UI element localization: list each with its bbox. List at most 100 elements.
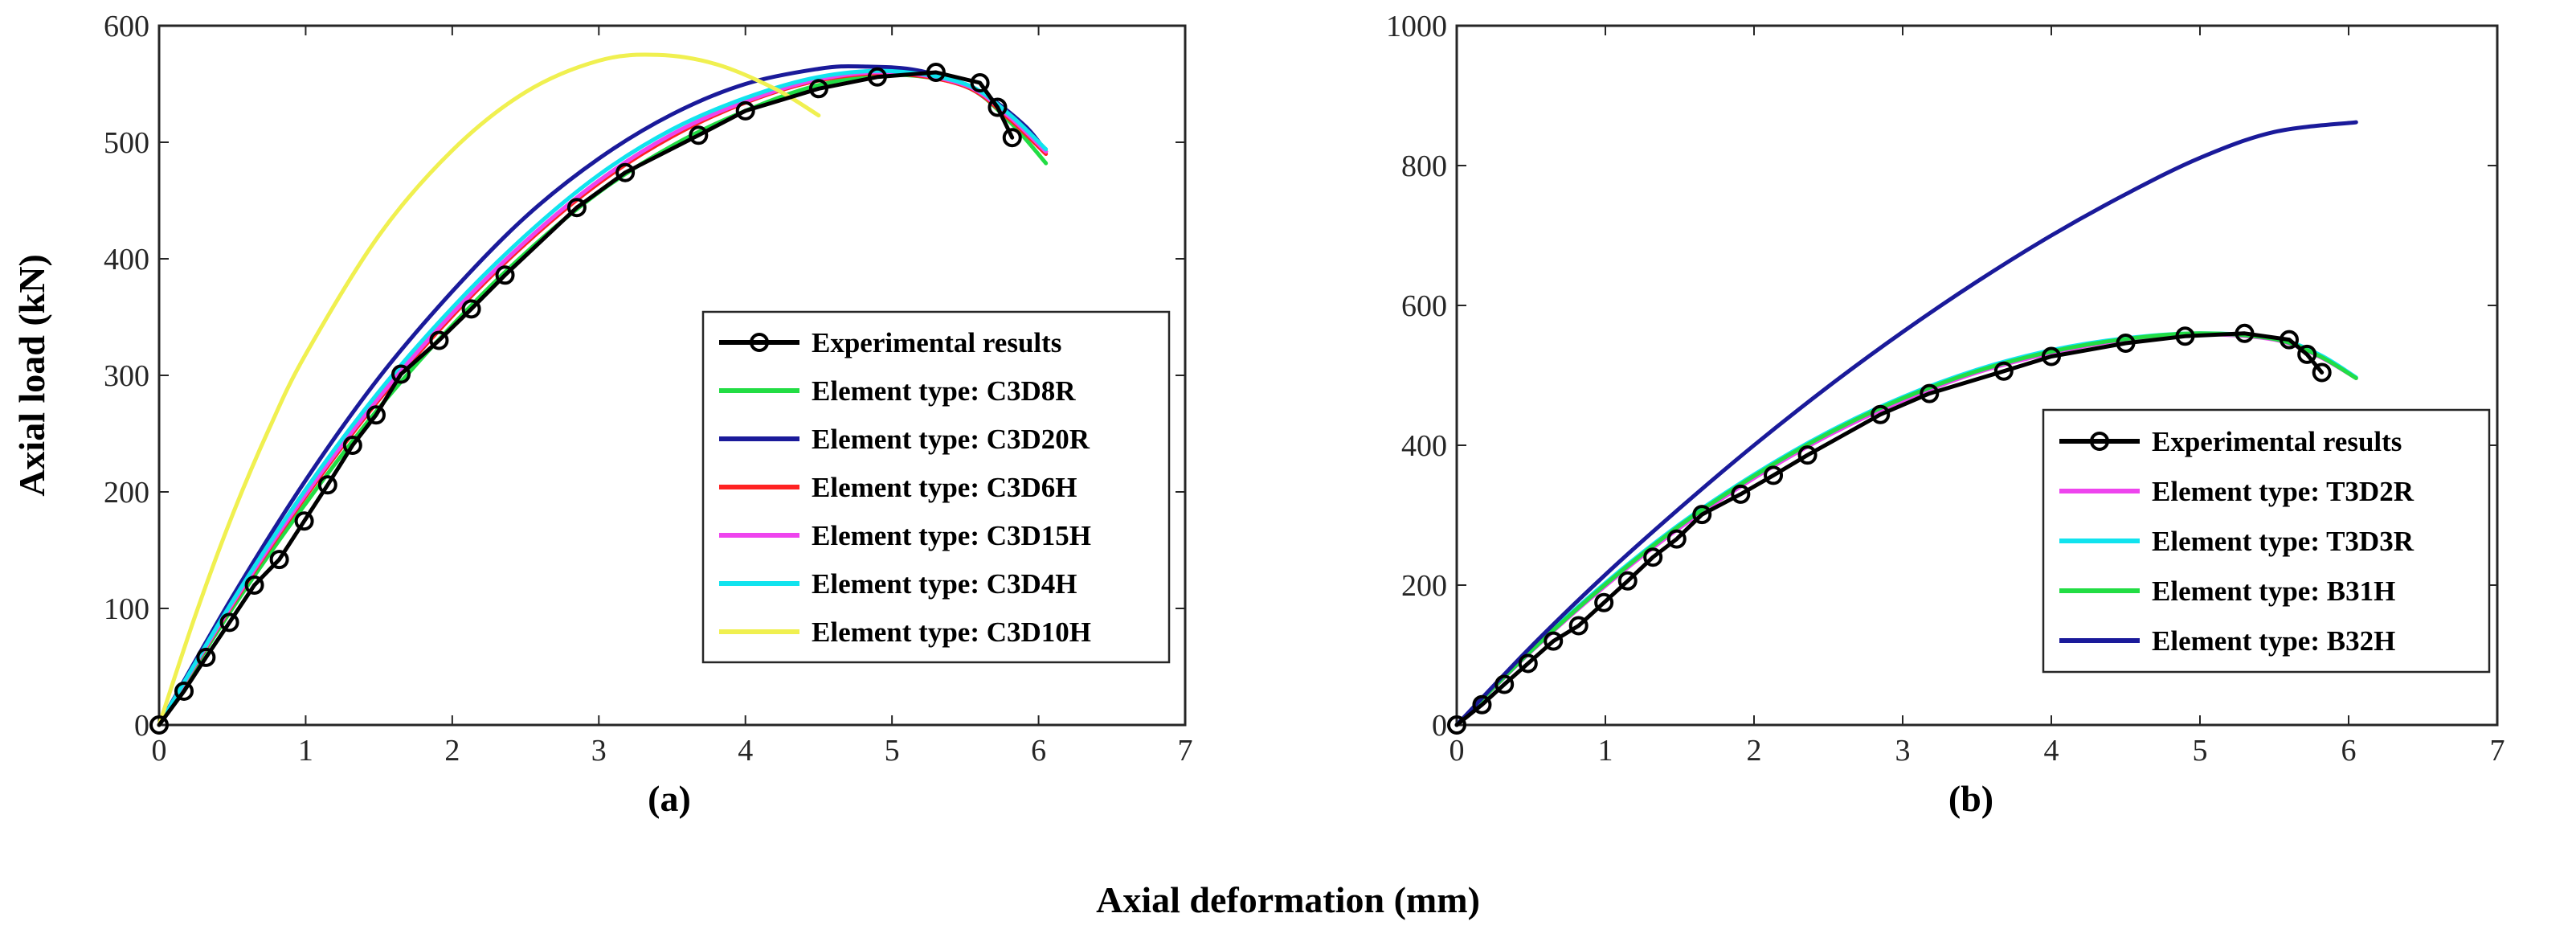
x-tick-label: 4 bbox=[738, 734, 753, 768]
experimental-marker bbox=[1920, 383, 1940, 403]
x-tick-label: 6 bbox=[2341, 734, 2357, 768]
series-lines-b bbox=[1454, 120, 2358, 727]
experimental-marker bbox=[342, 436, 362, 455]
experimental-marker bbox=[1666, 529, 1687, 549]
experimental-marker bbox=[2312, 362, 2332, 383]
x-tick-label: 2 bbox=[444, 734, 460, 768]
y-tick-label: 500 bbox=[104, 126, 149, 160]
experimental-marker bbox=[1447, 715, 1466, 735]
x-tick-label: 3 bbox=[1895, 734, 1911, 768]
legend-label: Element type: T3D3R bbox=[2152, 526, 2414, 557]
legend-label: Experimental results bbox=[2152, 426, 2402, 457]
experimental-marker bbox=[2235, 323, 2255, 343]
experimental-marker bbox=[1494, 674, 1515, 694]
x-axis-title: Axial deformation (mm) bbox=[1096, 879, 1480, 920]
experimental-marker bbox=[1472, 694, 1492, 715]
experimental-marker bbox=[689, 125, 709, 145]
y-tick-label: 600 bbox=[1401, 289, 1447, 323]
experimental-marker bbox=[1568, 616, 1589, 636]
y-tick-label: 400 bbox=[1401, 429, 1447, 463]
experimental-marker bbox=[1797, 445, 1818, 465]
series-line-element-type-c3d10h bbox=[157, 52, 821, 727]
series-markers-a bbox=[149, 63, 1022, 735]
ticks-b: 0 1 2 3 4 5 6 7 0 200 400 600 800 1000 bbox=[1386, 10, 2505, 768]
experimental-marker bbox=[1993, 361, 2014, 381]
experimental-marker bbox=[867, 67, 887, 87]
legend-marker bbox=[750, 333, 769, 352]
legend-label: Element type: C3D4H bbox=[812, 568, 1077, 600]
x-tick-label: 0 bbox=[152, 734, 167, 768]
legend-label: Element type: C3D15H bbox=[812, 520, 1091, 551]
experimental-marker bbox=[2280, 330, 2299, 350]
panel-label-b: (b) bbox=[1948, 778, 1993, 819]
x-tick-label: 0 bbox=[1450, 734, 1465, 768]
y-tick-label: 0 bbox=[1432, 709, 1447, 743]
experimental-marker bbox=[566, 198, 587, 218]
experimental-marker bbox=[1643, 547, 1663, 567]
panel-b: 0 1 2 3 4 5 6 7 0 200 400 600 800 1000 Experimental r… bbox=[1386, 10, 2505, 819]
legend-label: Experimental results bbox=[812, 327, 1061, 358]
experimental-marker bbox=[294, 511, 314, 531]
experimental-marker bbox=[2116, 333, 2136, 353]
experimental-marker bbox=[1692, 505, 1712, 525]
experimental-marker bbox=[2042, 346, 2061, 367]
legend-a: Experimental results Element type: C3D8R E… bbox=[701, 310, 1171, 664]
y-tick-label: 1000 bbox=[1386, 10, 1447, 43]
experimental-marker bbox=[495, 265, 515, 285]
legend-label: Element type: T3D2R bbox=[2152, 476, 2414, 507]
x-tick-label: 3 bbox=[591, 734, 607, 768]
y-axis-title: Axial load (kN) bbox=[11, 254, 52, 497]
y-tick-label: 100 bbox=[104, 592, 149, 626]
experimental-marker bbox=[2175, 326, 2195, 346]
experimental-marker bbox=[461, 299, 481, 319]
legend-label: Element type: B32H bbox=[2152, 625, 2395, 657]
x-tick-label: 7 bbox=[2490, 734, 2505, 768]
experimental-marker bbox=[1871, 404, 1891, 424]
ticks-a: 0 1 2 3 4 5 6 7 0 100 200 300 400 500 600 bbox=[104, 10, 1193, 768]
y-tick-label: 200 bbox=[1401, 569, 1447, 603]
series-line-experimental-results bbox=[1454, 331, 2325, 727]
legend-label: Element type: C3D6H bbox=[812, 472, 1077, 503]
x-tick-label: 6 bbox=[1031, 734, 1046, 768]
series-lines-a bbox=[157, 52, 1049, 727]
x-tick-label: 4 bbox=[2044, 734, 2059, 768]
legend-b: Experimental results Element type: T3D2R E… bbox=[2042, 408, 2491, 674]
x-tick-label: 7 bbox=[1178, 734, 1193, 768]
experimental-marker bbox=[987, 97, 1008, 117]
panel-label-a: (a) bbox=[648, 778, 691, 819]
series-line-element-type-b32h bbox=[1454, 120, 2358, 727]
experimental-marker bbox=[808, 79, 828, 99]
y-tick-label: 200 bbox=[104, 476, 149, 510]
x-tick-label: 1 bbox=[1598, 734, 1613, 768]
experimental-marker bbox=[429, 330, 449, 350]
experimental-marker bbox=[1764, 465, 1784, 485]
y-tick-label: 600 bbox=[104, 10, 149, 43]
legend-marker bbox=[2090, 432, 2109, 451]
x-tick-label: 2 bbox=[1747, 734, 1762, 768]
experimental-marker bbox=[269, 550, 289, 570]
experimental-marker bbox=[1544, 631, 1564, 651]
x-tick-label: 1 bbox=[298, 734, 313, 768]
experimental-marker bbox=[391, 364, 411, 384]
legend-label: Element type: C3D20R bbox=[812, 424, 1090, 455]
experimental-marker bbox=[317, 475, 337, 495]
experimental-marker bbox=[615, 162, 636, 182]
experimental-marker bbox=[1731, 484, 1751, 504]
x-tick-label: 5 bbox=[885, 734, 900, 768]
experimental-marker bbox=[970, 73, 990, 93]
experimental-marker bbox=[219, 612, 239, 633]
panel-a: 0 1 2 3 4 5 6 7 0 100 200 300 400 500 600 Experimental… bbox=[11, 10, 1193, 819]
legend-label: Element type: B31H bbox=[2152, 575, 2395, 607]
series-markers-b bbox=[1447, 323, 2332, 735]
experimental-marker bbox=[1002, 128, 1022, 148]
y-tick-label: 800 bbox=[1401, 149, 1447, 183]
experimental-marker bbox=[735, 100, 755, 121]
experimental-marker bbox=[244, 575, 264, 595]
experimental-marker bbox=[926, 63, 946, 82]
experimental-marker bbox=[366, 405, 386, 425]
experimental-marker bbox=[196, 647, 216, 667]
y-tick-label: 400 bbox=[104, 243, 149, 276]
experimental-marker bbox=[149, 715, 169, 735]
y-tick-label: 0 bbox=[134, 709, 149, 743]
